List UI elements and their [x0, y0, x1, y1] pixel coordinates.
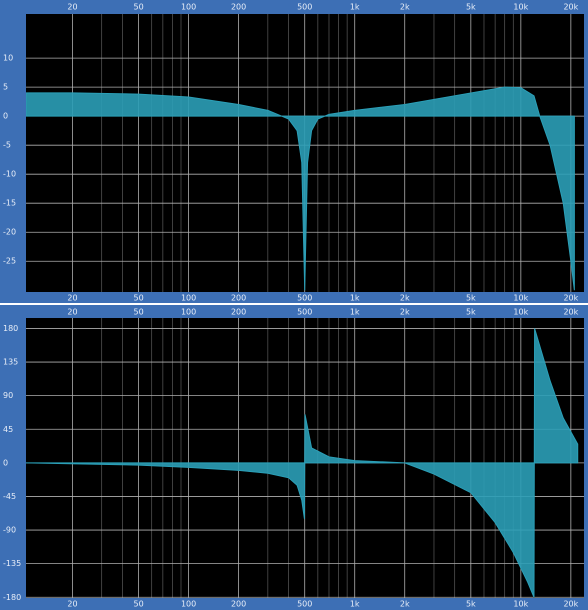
x-tick-label: 1k	[350, 308, 360, 317]
y-tick-label: 0	[3, 112, 8, 121]
response-area	[26, 328, 579, 598]
plot-area	[26, 318, 584, 598]
x-tick-label: 5k	[466, 600, 476, 609]
x-tick-label: 200	[231, 600, 246, 609]
x-tick-label: 100	[181, 3, 196, 12]
y-tick-label: -10	[3, 170, 16, 179]
x-tick-label: 5k	[466, 308, 476, 317]
x-tick-label: 10k	[513, 294, 528, 303]
x-tick-label: 200	[231, 3, 246, 12]
x-tick-label: 2k	[400, 294, 410, 303]
x-tick-label: 20	[67, 600, 77, 609]
x-tick-label: 20	[67, 308, 77, 317]
response-area	[26, 86, 575, 291]
y-tick-label: -135	[3, 559, 21, 568]
x-tick-label: 100	[181, 600, 196, 609]
y-tick-label: 180	[3, 324, 18, 333]
x-tick-label: 20k	[563, 308, 578, 317]
x-tick-label: 20	[67, 294, 77, 303]
x-tick-label: 2k	[400, 600, 410, 609]
y-tick-label: 0	[3, 458, 8, 467]
x-tick-label: 100	[181, 294, 196, 303]
x-tick-label: 200	[231, 294, 246, 303]
x-tick-label: 1k	[350, 294, 360, 303]
y-tick-label: -45	[3, 492, 16, 501]
y-tick-label: -5	[3, 141, 11, 150]
y-tick-label: -25	[3, 257, 16, 266]
x-tick-label: 500	[297, 308, 312, 317]
y-tick-label: 45	[3, 425, 13, 434]
x-tick-label: 100	[181, 308, 196, 317]
x-tick-label: 20k	[563, 600, 578, 609]
x-tick-label: 20k	[563, 294, 578, 303]
x-tick-label: 10k	[513, 600, 528, 609]
x-tick-label: 500	[297, 294, 312, 303]
y-tick-label: 5	[3, 83, 8, 92]
x-tick-label: 500	[297, 3, 312, 12]
y-tick-label: 10	[3, 54, 13, 63]
x-tick-label: 10k	[513, 308, 528, 317]
x-tick-label: 500	[297, 600, 312, 609]
plot-area	[26, 14, 584, 292]
x-tick-label: 5k	[466, 3, 476, 12]
y-tick-label: 135	[3, 358, 18, 367]
x-tick-label: 10k	[513, 3, 528, 12]
y-tick-label: -180	[3, 593, 21, 602]
x-tick-label: 50	[133, 294, 143, 303]
y-tick-label: -15	[3, 199, 16, 208]
y-tick-label: 90	[3, 391, 13, 400]
y-tick-label: -20	[3, 228, 16, 237]
x-tick-label: 1k	[350, 600, 360, 609]
x-tick-label: 50	[133, 3, 143, 12]
x-tick-label: 2k	[400, 308, 410, 317]
y-tick-label: -90	[3, 526, 16, 535]
x-tick-label: 200	[231, 308, 246, 317]
x-tick-label: 20	[67, 3, 77, 12]
x-tick-label: 1k	[350, 3, 360, 12]
x-tick-label: 2k	[400, 3, 410, 12]
x-tick-label: 20k	[563, 3, 578, 12]
x-tick-label: 50	[133, 308, 143, 317]
x-tick-label: 50	[133, 600, 143, 609]
x-tick-label: 5k	[466, 294, 476, 303]
